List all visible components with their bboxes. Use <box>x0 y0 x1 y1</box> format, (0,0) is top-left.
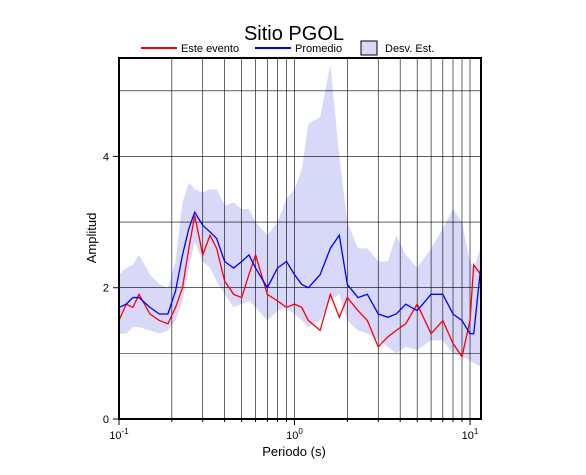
y-tick-label: 2 <box>103 283 109 295</box>
x-tick-label: 101 <box>462 427 479 442</box>
legend-label: Desv. Est. <box>385 43 434 55</box>
std-band <box>119 64 481 367</box>
x-tick-base: 10 <box>462 430 474 442</box>
x-tick-label: 100 <box>286 427 303 442</box>
x-tick-exponent: 1 <box>474 427 479 436</box>
y-tick-label: 0 <box>103 414 109 426</box>
series-line <box>118 215 482 359</box>
legend-label: Este evento <box>181 43 239 55</box>
y-axis-label: Amplitud <box>84 213 99 264</box>
legend-label: Promedio <box>295 43 342 55</box>
legend-swatch <box>360 40 378 56</box>
x-tick-label: 10-1 <box>109 427 129 442</box>
x-tick-base: 10 <box>286 430 298 442</box>
x-tick-base: 10 <box>109 430 121 442</box>
x-tick-exponent: 0 <box>298 427 303 436</box>
y-tick-label: 4 <box>103 151 109 163</box>
x-tick-exponent: -1 <box>122 427 130 436</box>
x-axis-label: Periodo (s) <box>262 444 326 459</box>
plot-frame <box>118 57 482 420</box>
series-line <box>118 210 482 335</box>
chart-title: Sitio PGOL <box>244 23 344 45</box>
